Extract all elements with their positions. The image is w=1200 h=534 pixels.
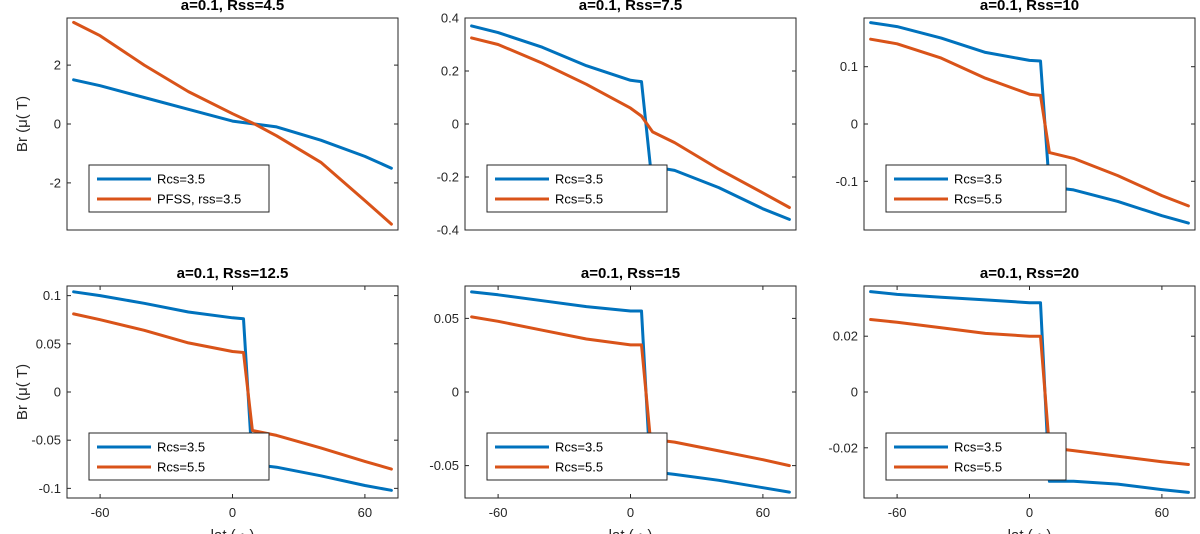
y-tick-label: 0 <box>851 385 858 400</box>
y-tick-label: -0.1 <box>39 481 61 496</box>
y-tick-label: -0.2 <box>437 170 459 185</box>
legend-box <box>88 432 270 481</box>
legend-label-2: PFSS, rss=3.5 <box>157 192 241 207</box>
y-axis-label: Br (μ( T) <box>14 364 31 420</box>
legend-box <box>885 432 1067 481</box>
legend-box <box>885 164 1067 213</box>
series-line-2 <box>72 20 393 226</box>
legend-label-1: Rcs=3.5 <box>954 440 1002 455</box>
x-tick-label: -60 <box>888 505 907 520</box>
subplot-2: a=0.1, Rss=7.5-0.4-0.200.20.4Rcs=3.5Rcs=… <box>437 0 797 238</box>
y-tick-label: -0.4 <box>437 223 459 238</box>
y-tick-label: 0.1 <box>43 288 61 303</box>
subplot-6: a=0.1, Rss=20 -0.02 0 0.02 -60 0 60 lat ( ◦ ) Rc… <box>828 265 1196 534</box>
x-tick-label: 60 <box>756 505 770 520</box>
x-tick-label: 60 <box>1155 505 1169 520</box>
y-tick-label: -0.05 <box>31 433 61 448</box>
x-axis-label: lat ( ◦ ) <box>1008 527 1052 534</box>
y-tick-label: 0.02 <box>833 329 858 344</box>
series-line-2 <box>470 36 791 209</box>
series-line-1 <box>470 24 791 221</box>
series-line-1 <box>869 21 1190 225</box>
y-tick-label: 0.05 <box>36 336 61 351</box>
legend: Rcs=3.5 Rcs=5.5 <box>486 432 668 481</box>
legend-label-2: Rcs=5.5 <box>954 460 1002 475</box>
y-tick-label: 2 <box>54 58 61 73</box>
series-line-1 <box>72 290 393 492</box>
y-tick-label: 0.1 <box>840 59 858 74</box>
legend: Rcs=3.5 Rcs=5.5 <box>885 432 1067 481</box>
plot-title: a=0.1, Rss=12.5 <box>177 265 289 282</box>
x-tick-label: 0 <box>1026 505 1033 520</box>
x-tick-label: -60 <box>91 505 110 520</box>
y-tick-label: 0 <box>851 117 858 132</box>
legend-box <box>486 164 668 213</box>
series-line-2 <box>470 315 791 468</box>
plot-title: a=0.1, Rss=20 <box>980 265 1079 282</box>
y-tick-label: -0.02 <box>828 440 858 455</box>
y-axis-label: Br (μ( T) <box>14 96 31 152</box>
x-tick-label: 0 <box>229 505 236 520</box>
legend-label-1: Rcs=3.5 <box>555 172 603 187</box>
legend-label-1: Rcs=3.5 <box>555 440 603 455</box>
y-tick-label: 0 <box>54 117 61 132</box>
plot-title: a=0.1, Rss=7.5 <box>579 0 682 14</box>
legend: Rcs=3.5 PFSS, rss=3.5 <box>88 164 270 213</box>
subplot-3: a=0.1, Rss=10 -0.1 0 0.1 Rcs=3.5 Rcs=5.5 <box>836 0 1196 231</box>
legend-box <box>88 164 270 213</box>
plot-title: a=0.1, Rss=15 <box>581 265 680 282</box>
series-line-1 <box>72 78 393 170</box>
series-line-1 <box>869 290 1190 494</box>
y-tick-label: -0.1 <box>836 174 858 189</box>
x-tick-label: -60 <box>489 505 508 520</box>
y-tick-label: -0.05 <box>429 458 459 473</box>
y-tick-label: 0.2 <box>441 64 459 79</box>
legend: Rcs=3.5 Rcs=5.5 <box>88 432 270 481</box>
y-tick-label: 0.05 <box>434 311 459 326</box>
legend-label-1: Rcs=3.5 <box>157 440 205 455</box>
series-line-2 <box>72 312 393 471</box>
y-tick-label: 0.4 <box>441 11 459 26</box>
legend-label-1: Rcs=3.5 <box>954 172 1002 187</box>
y-tick-label: 0 <box>54 385 61 400</box>
legend: Rcs=3.5 Rcs=5.5 <box>486 164 668 213</box>
x-tick-label: 60 <box>358 505 372 520</box>
x-tick-label: 0 <box>627 505 634 520</box>
x-axis-label: lat ( ◦ ) <box>211 527 255 534</box>
legend-label-2: Rcs=5.5 <box>954 192 1002 207</box>
series-line-1 <box>470 290 791 494</box>
legend-label-2: Rcs=5.5 <box>157 460 205 475</box>
x-axis-label: lat ( ◦ ) <box>609 527 653 534</box>
series-line-2 <box>869 37 1190 208</box>
y-tick-label: 0 <box>452 117 459 132</box>
legend-label-1: Rcs=3.5 <box>157 172 205 187</box>
legend: Rcs=3.5 Rcs=5.5 <box>885 164 1067 213</box>
subplot-5: a=0.1, Rss=15 -0.05 0 0.05 -60 0 60 lat ( ◦ ) Rc… <box>429 265 797 534</box>
legend-label-2: Rcs=5.5 <box>555 460 603 475</box>
y-tick-label: 0 <box>452 385 459 400</box>
subplot-1: a=0.1, Rss=4.5 -2 0 2 Br (μ( T) Rcs=3.5 PFSS, … <box>14 0 399 231</box>
y-tick-label: -2 <box>49 175 61 190</box>
legend-box <box>486 432 668 481</box>
series-line-2 <box>869 318 1190 466</box>
plot-title: a=0.1, Rss=4.5 <box>181 0 284 14</box>
subplot-4: a=0.1, Rss=12.5 -0.1 -0.05 0 0.05 0.1 -60 0 60 Br… <box>14 265 399 534</box>
legend-label-2: Rcs=5.5 <box>555 192 603 207</box>
plot-title: a=0.1, Rss=10 <box>980 0 1079 14</box>
